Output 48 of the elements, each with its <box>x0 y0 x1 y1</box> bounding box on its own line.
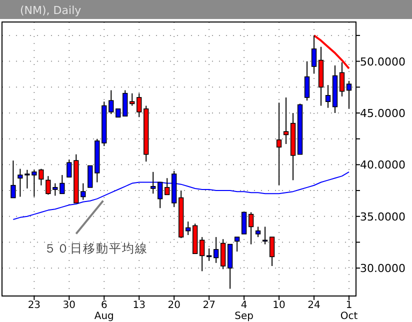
candlestick <box>108 90 114 115</box>
candlestick <box>214 236 219 264</box>
x-tick-label: 23 <box>28 300 41 311</box>
line-series <box>313 34 350 70</box>
x-tick-label: 27 <box>202 300 216 311</box>
candlestick <box>80 182 86 200</box>
candlestick <box>283 96 289 145</box>
candlestick <box>304 60 310 102</box>
x-tick-label: 20 <box>168 300 180 311</box>
candlestick <box>276 102 282 186</box>
candlestick <box>325 84 331 108</box>
candlestick <box>66 159 72 178</box>
candlestick <box>311 34 317 74</box>
chart-title: (NM), Daily <box>20 4 82 17</box>
annotation: ５０日移動平均線 <box>44 242 148 256</box>
y-tick-label: 40.0000 <box>360 158 406 172</box>
candlestick <box>186 221 191 236</box>
y-tick-label: 45.0000 <box>360 106 406 120</box>
candlestick <box>269 236 275 267</box>
candlestick <box>228 244 233 290</box>
x-tick-label: 1 Oct <box>340 300 358 322</box>
x-tick-label: 24 <box>308 300 320 311</box>
candlestick <box>346 80 352 110</box>
candlestick <box>88 165 93 188</box>
candlestick <box>234 236 240 252</box>
x-tick-label: 10 <box>272 300 286 311</box>
x-tick-label: 30 <box>62 300 76 311</box>
x-tick-label: 4 Sep <box>234 300 254 322</box>
candlestick <box>220 238 226 270</box>
candlestick <box>130 92 135 106</box>
candlestick <box>46 176 51 196</box>
line-series <box>12 171 350 220</box>
x-tick-label: 13 <box>132 300 146 311</box>
candlestick <box>60 174 65 194</box>
candlestick <box>136 92 142 118</box>
y-tick-label: 50.0000 <box>360 55 406 68</box>
candlestick <box>10 160 16 198</box>
y-tick-label: 35.0000 <box>360 210 406 224</box>
candlestick <box>122 90 128 117</box>
candlestick <box>164 178 170 196</box>
y-tick-label: 30.0000 <box>360 262 406 276</box>
candlestick <box>52 182 58 196</box>
candlestick <box>158 182 163 209</box>
x-tick-label: 6 Aug <box>94 300 114 322</box>
candlestick <box>241 212 247 234</box>
candlestick <box>255 226 261 238</box>
candlestick <box>200 236 205 272</box>
candlestick <box>248 212 254 245</box>
